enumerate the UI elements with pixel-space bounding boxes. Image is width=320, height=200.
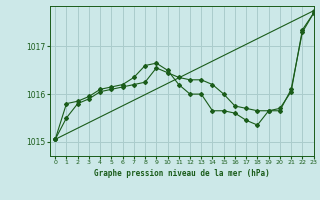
X-axis label: Graphe pression niveau de la mer (hPa): Graphe pression niveau de la mer (hPa) [94, 169, 269, 178]
